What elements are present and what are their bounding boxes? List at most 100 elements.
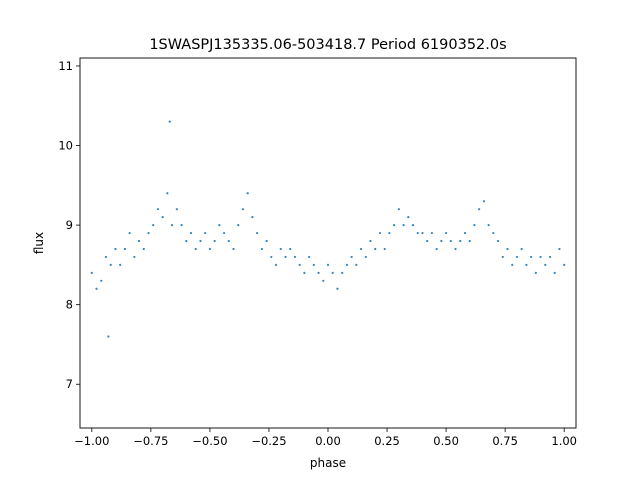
y-tick-label: 8 xyxy=(66,298,73,312)
data-point xyxy=(445,231,448,235)
data-point xyxy=(378,231,382,235)
data-point xyxy=(142,247,145,251)
data-point xyxy=(213,239,216,243)
data-point xyxy=(317,271,320,274)
data-point xyxy=(430,231,434,235)
data-point xyxy=(369,239,372,243)
data-point xyxy=(180,224,183,227)
data-point xyxy=(119,263,122,266)
data-point xyxy=(336,287,339,290)
data-point xyxy=(175,208,178,211)
data-point xyxy=(515,255,519,259)
y-axis-label: flux xyxy=(32,232,46,254)
data-point xyxy=(468,239,471,243)
y-axis-ticks: 7 8 9 10 11 xyxy=(58,59,80,391)
data-points xyxy=(90,120,566,338)
data-point xyxy=(312,263,315,266)
data-point xyxy=(558,247,561,251)
data-point xyxy=(501,255,504,259)
x-tick-label: 0.75 xyxy=(492,434,518,448)
data-point xyxy=(388,231,391,235)
data-point xyxy=(463,231,467,235)
data-point xyxy=(156,208,160,211)
data-point xyxy=(326,263,330,266)
data-point xyxy=(194,247,197,251)
data-point xyxy=(289,247,292,251)
data-point xyxy=(548,255,552,259)
x-tick-label: 0.25 xyxy=(374,434,400,448)
data-point xyxy=(265,239,268,243)
data-point xyxy=(322,279,325,282)
data-point xyxy=(303,271,306,274)
data-point xyxy=(256,231,259,235)
data-point xyxy=(393,224,396,227)
data-point xyxy=(274,263,278,266)
data-point xyxy=(232,247,235,251)
data-point xyxy=(407,216,410,219)
data-point xyxy=(421,231,424,235)
data-point xyxy=(128,231,131,235)
data-point xyxy=(90,271,93,274)
data-point xyxy=(133,255,136,259)
data-point xyxy=(95,287,98,290)
data-point xyxy=(218,224,221,227)
data-point xyxy=(563,263,566,266)
data-point xyxy=(492,231,495,235)
data-point xyxy=(199,239,202,243)
data-point xyxy=(308,255,311,259)
data-point xyxy=(345,263,348,266)
data-point xyxy=(449,239,452,243)
data-point xyxy=(364,255,367,259)
data-point xyxy=(279,247,282,251)
data-point xyxy=(251,216,254,219)
data-point xyxy=(520,247,523,251)
data-point xyxy=(284,255,287,259)
data-point xyxy=(104,255,108,259)
data-point xyxy=(359,247,363,251)
data-point xyxy=(511,263,514,266)
data-point xyxy=(506,247,509,251)
y-tick-label: 9 xyxy=(66,218,73,232)
data-point xyxy=(260,247,263,251)
x-tick-label: −0.75 xyxy=(133,434,168,448)
x-axis-ticks: −1.00 −0.75 −0.50 −0.25 0.00 0.25 0.50 0.75 1.00 xyxy=(74,428,577,448)
data-point xyxy=(168,120,171,123)
y-tick-label: 7 xyxy=(66,377,73,391)
data-point xyxy=(100,279,103,282)
data-point xyxy=(237,224,240,227)
data-point xyxy=(171,224,174,227)
data-point xyxy=(435,247,438,251)
data-point xyxy=(152,224,155,227)
data-point xyxy=(350,255,353,259)
data-point xyxy=(166,192,169,195)
data-point xyxy=(544,263,547,266)
data-point xyxy=(123,247,126,251)
data-point xyxy=(530,255,533,259)
data-point xyxy=(114,247,117,251)
data-point xyxy=(185,239,188,243)
data-point xyxy=(341,271,344,274)
data-point xyxy=(478,208,481,211)
x-tick-label: 0.50 xyxy=(433,434,459,448)
plot-area: −1.00 −0.75 −0.50 −0.25 0.00 0.25 0.50 0.75 1.00… xyxy=(58,57,577,448)
data-point xyxy=(534,271,537,274)
data-point xyxy=(459,239,462,243)
x-tick-label: −1.00 xyxy=(74,434,109,448)
data-point xyxy=(227,239,230,243)
data-point xyxy=(222,231,226,235)
x-tick-label: 0.00 xyxy=(315,434,341,448)
data-point xyxy=(298,263,301,266)
data-point xyxy=(482,200,485,203)
data-point xyxy=(331,271,334,274)
data-point xyxy=(374,247,377,251)
data-point xyxy=(383,247,386,251)
data-point xyxy=(454,247,457,251)
data-point xyxy=(473,224,476,227)
data-point xyxy=(246,192,249,195)
data-point xyxy=(402,224,405,227)
data-point xyxy=(411,224,415,227)
data-point xyxy=(397,208,400,211)
